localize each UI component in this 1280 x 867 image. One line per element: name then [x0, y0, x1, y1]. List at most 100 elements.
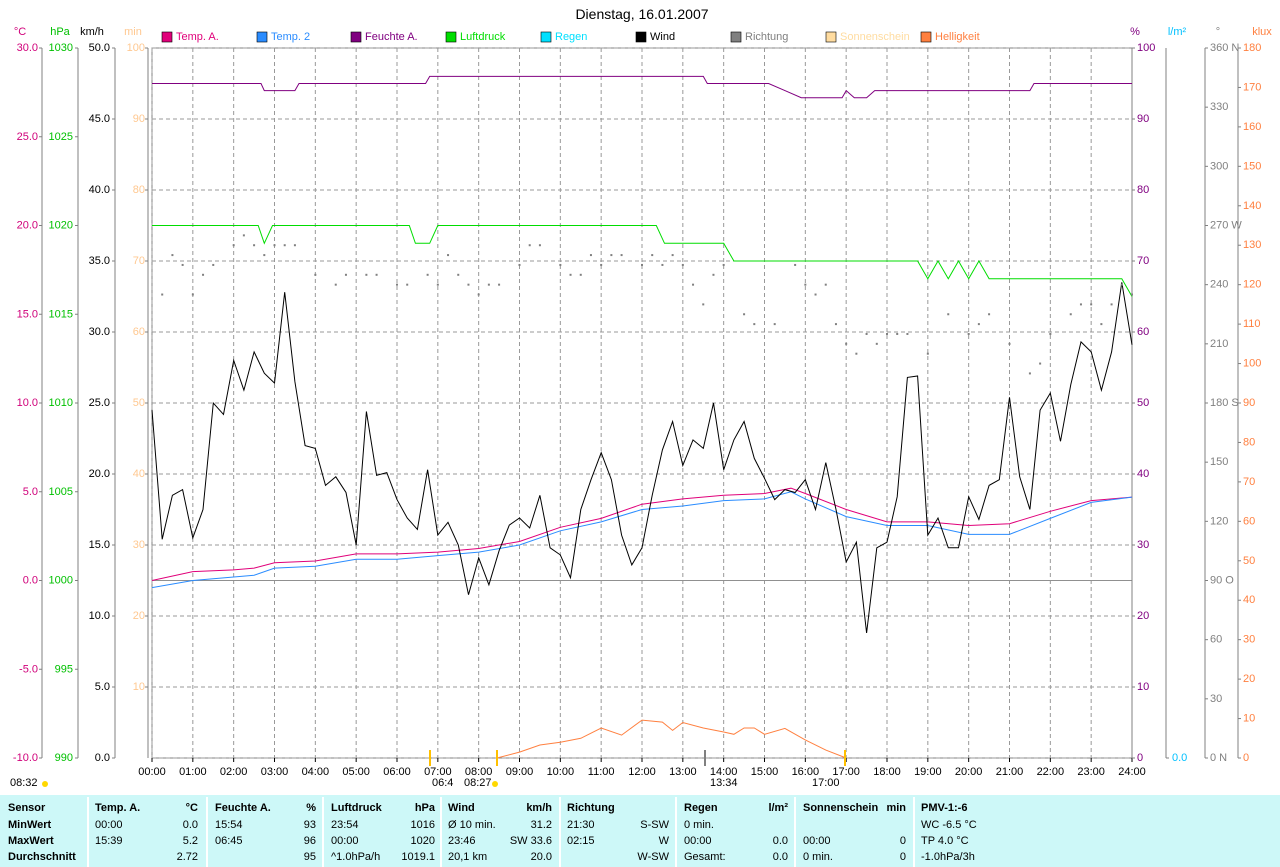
direction-dot [712, 273, 715, 276]
x-tick-label: 18:00 [873, 766, 901, 778]
y-tick-label: 90 [133, 113, 145, 125]
sun-time: 08:27 [464, 777, 492, 789]
summary-cell: ^1.0hPa/h [331, 851, 380, 863]
y-tick-label: 30 [1243, 634, 1255, 646]
direction-dot [743, 313, 746, 316]
axis-unit: °C [14, 26, 26, 38]
y-tick-label: 150 [1210, 456, 1228, 468]
direction-dot [886, 332, 888, 335]
summary-header: Sensor [8, 802, 46, 814]
direction-dot [426, 273, 429, 276]
y-tick-label: 0 [1137, 752, 1143, 764]
direction-dot [171, 254, 174, 257]
direction-dot [1069, 313, 1072, 316]
direction-dot [191, 293, 194, 296]
summary-cell: MinWert [8, 819, 52, 831]
direction-dot [396, 283, 398, 286]
summary-cell: 0.0 [773, 851, 788, 863]
x-tick-label: 03:00 [261, 766, 289, 778]
y-tick-label: 140 [1243, 200, 1261, 212]
direction-dot [559, 263, 562, 266]
legend-swatch [256, 31, 268, 43]
summary-unit: l/m² [768, 802, 788, 814]
y-tick-label: 0.0 [1172, 752, 1187, 764]
y-tick-label: 20 [1137, 610, 1149, 622]
y-tick-label: 210 [1210, 338, 1228, 350]
direction-dot [610, 254, 613, 257]
y-tick-label: 40.0 [89, 184, 110, 196]
direction-dot [467, 283, 470, 286]
axis-unit: % [1130, 26, 1140, 38]
series-line [151, 491, 1133, 589]
direction-dot [1049, 332, 1052, 335]
y-tick-label: 995 [55, 663, 73, 675]
summary-header: Wind [448, 802, 475, 814]
y-tick-label: 40 [1137, 468, 1149, 480]
legend-label: Feuchte A. [365, 31, 418, 43]
summary-header: Richtung [567, 802, 615, 814]
direction-dot [1110, 303, 1113, 306]
direction-dot [181, 263, 184, 266]
direction-dot [865, 332, 868, 335]
series-line [151, 487, 1133, 581]
direction-dot [845, 342, 848, 345]
direction-dot [406, 283, 409, 286]
summary-cell: 00:00 [803, 835, 831, 847]
direction-dot [967, 332, 970, 335]
direction-dot [212, 263, 215, 266]
y-tick-label: 180 [1243, 42, 1261, 54]
y-tick-label: 20 [133, 610, 145, 622]
summary-cell: 15:54 [215, 819, 243, 831]
legend-swatch [825, 31, 837, 43]
summary-cell: 06:45 [215, 835, 243, 847]
summary-unit: hPa [415, 802, 436, 814]
summary-header: Sonnenschein [803, 802, 878, 814]
direction-dot [1039, 362, 1042, 365]
direction-dot [487, 283, 490, 286]
summary-cell: 96 [304, 835, 316, 847]
y-tick-label: 1025 [49, 131, 73, 143]
y-tick-label: 25.0 [89, 397, 110, 409]
direction-dot [344, 273, 347, 276]
direction-dot [722, 263, 725, 266]
legend-label: Luftdruck [460, 31, 506, 43]
y-tick-label: 50 [1243, 555, 1255, 567]
direction-dot [600, 263, 603, 266]
summary-cell: 00:00 [684, 835, 712, 847]
summary-header: PMV-1:-6 [921, 802, 967, 814]
direction-dot [855, 352, 858, 355]
series-line [496, 719, 847, 759]
series-line [152, 75, 1132, 99]
direction-dot [906, 332, 909, 335]
y-tick-label: 30 [133, 539, 145, 551]
y-tick-label: 60 [1243, 515, 1255, 527]
summary-cell: 0 [900, 851, 906, 863]
direction-dot [202, 273, 205, 276]
summary-unit: km/h [526, 802, 552, 814]
y-tick-label: 130 [1243, 239, 1261, 251]
summary-cell: 93 [304, 819, 316, 831]
y-tick-label: 120 [1243, 279, 1261, 291]
direction-dot [528, 244, 531, 247]
x-tick-label: 01:00 [179, 766, 207, 778]
direction-dot [814, 293, 817, 296]
y-tick-label: 20.0 [17, 220, 38, 232]
direction-dot [702, 303, 705, 306]
direction-dot [589, 254, 592, 257]
y-tick-label: 60 [133, 326, 145, 338]
x-tick-label: 09:00 [506, 766, 534, 778]
sun-time: 17:00 [812, 777, 840, 789]
direction-dot [773, 323, 776, 326]
y-tick-label: 15.0 [17, 308, 38, 320]
direction-dot [436, 283, 439, 286]
summary-cell: W [659, 835, 670, 847]
x-tick-label: 04:00 [302, 766, 330, 778]
summary-header: Luftdruck [331, 802, 383, 814]
direction-dot [253, 244, 256, 247]
direction-dot [518, 263, 521, 266]
summary-cell: Durchschnitt [8, 851, 76, 863]
chart-title: Dienstag, 16.01.2007 [575, 6, 708, 22]
summary-background [0, 795, 1280, 867]
summary-cell: 23:46 [448, 835, 476, 847]
y-tick-label: 60 [1137, 326, 1149, 338]
